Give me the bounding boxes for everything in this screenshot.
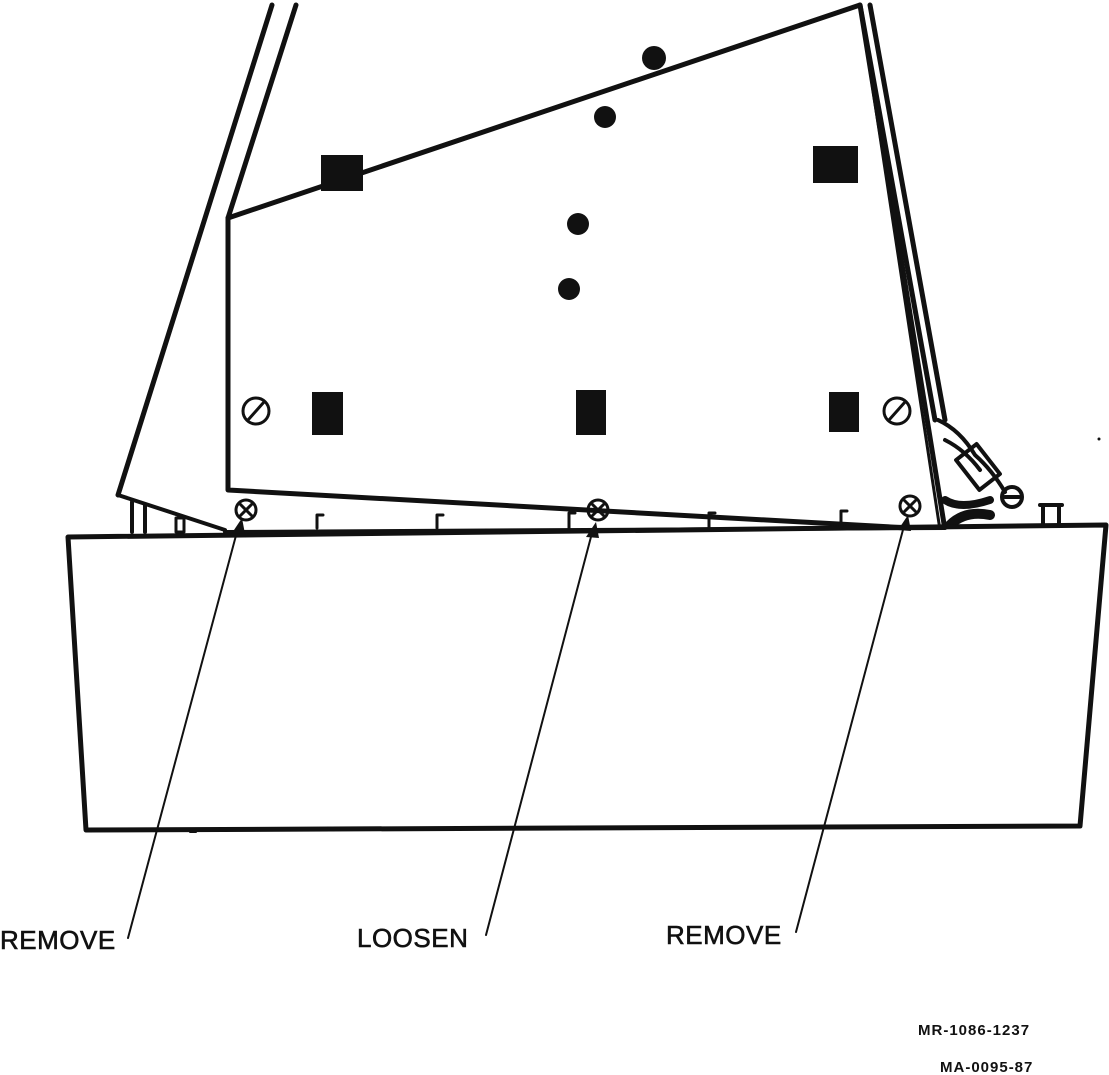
board-slotted-screws (241, 396, 912, 426)
left-frame-rail (115, 2, 299, 498)
board-round-components (558, 46, 666, 300)
board-edge-tabs (315, 509, 849, 532)
leader-line-left (127, 518, 245, 939)
screw-center-icon (586, 498, 610, 522)
base-enclosure (65, 522, 1109, 833)
stray-dot (1097, 437, 1101, 441)
leader-line-center (485, 522, 599, 936)
left-frame-foot (116, 493, 227, 534)
document-number-secondary: MA-0095-87 (940, 1059, 1034, 1075)
callout-remove-left: REMOVE (0, 925, 116, 956)
leader-line-right (795, 515, 911, 933)
screw-right-icon (898, 494, 922, 518)
document-number-primary: MR-1086-1237 (918, 1022, 1031, 1039)
module-board (225, 2, 948, 533)
callout-loosen: LOOSEN (357, 923, 469, 954)
callout-remove-right: REMOVE (666, 920, 782, 951)
board-chips (312, 146, 859, 435)
cable-connector (936, 418, 1024, 530)
screw-left-icon (234, 498, 258, 522)
